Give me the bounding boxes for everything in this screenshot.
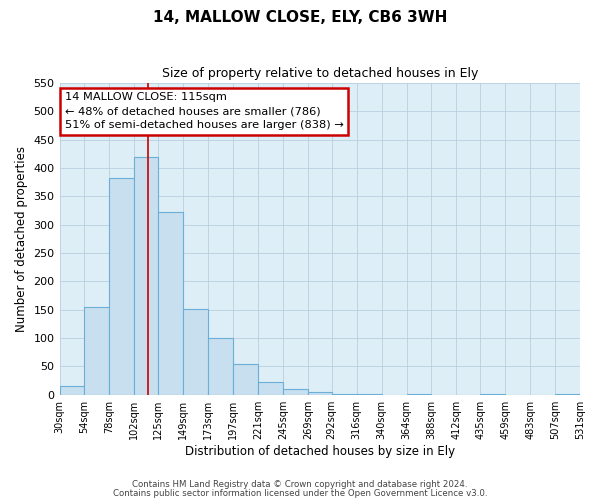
Bar [59,386,85,394]
Bar [258,382,283,394]
Bar [134,156,158,394]
Text: 14, MALLOW CLOSE, ELY, CB6 3WH: 14, MALLOW CLOSE, ELY, CB6 3WH [153,10,447,25]
Title: Size of property relative to detached houses in Ely: Size of property relative to detached ho… [161,68,478,80]
Bar [208,338,233,394]
Y-axis label: Number of detached properties: Number of detached properties [15,146,28,332]
Bar [233,364,258,394]
Bar [283,389,308,394]
Text: Contains HM Land Registry data © Crown copyright and database right 2024.: Contains HM Land Registry data © Crown c… [132,480,468,489]
Bar [158,212,183,394]
Bar [308,392,332,394]
Bar [85,307,109,394]
Text: 14 MALLOW CLOSE: 115sqm
← 48% of detached houses are smaller (786)
51% of semi-d: 14 MALLOW CLOSE: 115sqm ← 48% of detache… [65,92,343,130]
X-axis label: Distribution of detached houses by size in Ely: Distribution of detached houses by size … [185,444,455,458]
Bar [183,308,208,394]
Bar [109,178,134,394]
Text: Contains public sector information licensed under the Open Government Licence v3: Contains public sector information licen… [113,490,487,498]
